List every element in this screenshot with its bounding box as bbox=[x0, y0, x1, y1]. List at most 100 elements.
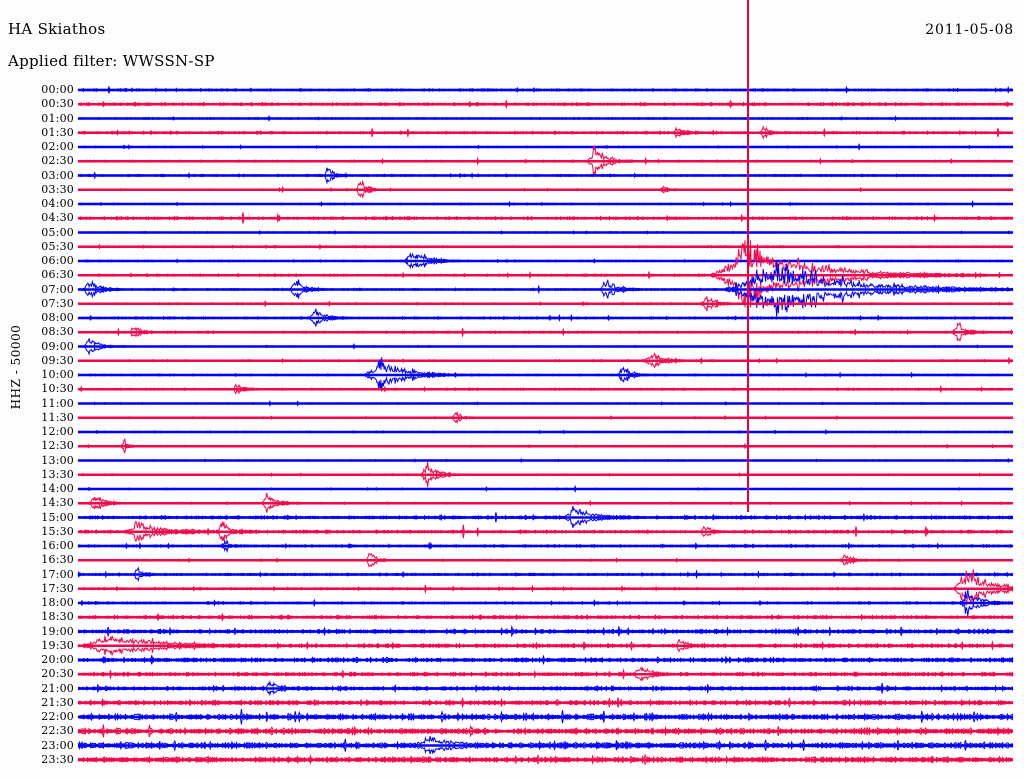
trace-row bbox=[77, 736, 1014, 755]
station-title: HA Skiathos bbox=[8, 20, 106, 38]
trace-row bbox=[77, 520, 1014, 543]
time-label: 01:30 bbox=[41, 125, 74, 139]
time-label: 00:00 bbox=[41, 83, 74, 96]
trace-row bbox=[77, 492, 1014, 513]
trace-row bbox=[77, 552, 1014, 568]
time-label: 00:30 bbox=[41, 97, 74, 111]
trace-row bbox=[77, 569, 1014, 607]
time-label: 20:30 bbox=[41, 667, 74, 681]
time-label: 06:00 bbox=[41, 254, 74, 267]
event-marker-line-header bbox=[747, 0, 749, 80]
trace-row bbox=[77, 167, 1014, 185]
time-label: 05:00 bbox=[41, 225, 74, 239]
time-label: 13:30 bbox=[41, 467, 74, 481]
trace-row bbox=[77, 229, 1014, 235]
trace-row bbox=[77, 252, 1014, 270]
trace-row bbox=[77, 654, 1014, 666]
seismogram-traces bbox=[77, 80, 1014, 766]
trace-row bbox=[77, 612, 1014, 622]
trace-row bbox=[77, 461, 1014, 488]
time-label: 11:30 bbox=[41, 410, 74, 424]
time-label: 08:00 bbox=[41, 311, 74, 324]
trace-row bbox=[77, 338, 1014, 356]
trace-row bbox=[77, 383, 1014, 395]
trace-row bbox=[77, 438, 1014, 454]
trace-row bbox=[77, 539, 1014, 554]
time-label: 19:00 bbox=[41, 624, 74, 638]
trace-row bbox=[77, 296, 1014, 313]
time-label: 21:00 bbox=[41, 681, 74, 695]
time-label: 07:30 bbox=[41, 296, 74, 310]
time-label: 07:00 bbox=[41, 282, 74, 296]
record-date: 2011-05-08 bbox=[925, 22, 1014, 38]
time-label: 11:00 bbox=[41, 396, 74, 410]
trace-row bbox=[77, 635, 1014, 657]
time-label: 19:30 bbox=[41, 638, 74, 652]
trace-row bbox=[77, 142, 1014, 151]
time-label: 21:30 bbox=[41, 695, 74, 709]
time-label: 03:30 bbox=[41, 182, 74, 196]
trace-row bbox=[77, 484, 1014, 493]
trace-row bbox=[77, 179, 1014, 199]
trace-row bbox=[77, 666, 1014, 682]
trace-row bbox=[77, 352, 1014, 369]
trace-row bbox=[77, 357, 1014, 392]
time-label: 01:00 bbox=[41, 111, 74, 125]
time-label: 17:30 bbox=[41, 581, 74, 595]
trace-row bbox=[77, 243, 1014, 250]
trace-row bbox=[77, 410, 1014, 425]
time-label: 09:00 bbox=[41, 339, 74, 353]
trace-row bbox=[77, 115, 1014, 122]
time-label: 08:30 bbox=[41, 325, 74, 339]
applied-filter-label: Applied filter: WWSSN-SP bbox=[8, 52, 215, 70]
time-label: 23:30 bbox=[41, 752, 74, 766]
time-label: 22:00 bbox=[41, 710, 74, 723]
trace-row bbox=[77, 212, 1014, 224]
time-label: 23:00 bbox=[41, 738, 74, 752]
trace-row bbox=[77, 457, 1014, 463]
time-label: 14:30 bbox=[41, 496, 74, 510]
time-label: 02:30 bbox=[41, 154, 74, 168]
trace-row bbox=[77, 145, 1014, 176]
time-label: 05:30 bbox=[41, 239, 74, 253]
trace-row bbox=[77, 566, 1014, 582]
time-label: 04:00 bbox=[41, 197, 74, 210]
trace-row bbox=[77, 708, 1014, 725]
time-label: 13:00 bbox=[41, 453, 74, 467]
trace-row bbox=[77, 624, 1014, 638]
time-label: 16:30 bbox=[41, 553, 74, 567]
time-label: 15:00 bbox=[41, 510, 74, 524]
time-label: 14:00 bbox=[41, 482, 74, 495]
trace-row bbox=[77, 588, 1014, 617]
trace-row bbox=[77, 724, 1014, 738]
time-label: 16:00 bbox=[41, 539, 74, 552]
time-label: 06:30 bbox=[41, 268, 74, 282]
trace-row bbox=[77, 260, 1014, 317]
trace-row bbox=[77, 696, 1014, 709]
time-label: 09:30 bbox=[41, 353, 74, 367]
trace-row bbox=[77, 85, 1014, 95]
time-label: 15:30 bbox=[41, 524, 74, 538]
trace-row bbox=[78, 99, 1014, 110]
time-label: 17:00 bbox=[41, 567, 74, 581]
helicorder-plot: 00:00 00:30 01:00 01:30 02:00 02:30 03:00 03:30… bbox=[0, 80, 1024, 780]
time-label: 10:30 bbox=[41, 382, 74, 396]
time-label: 02:00 bbox=[41, 140, 74, 153]
time-label: 18:30 bbox=[41, 610, 74, 624]
time-label: 12:00 bbox=[41, 425, 74, 438]
trace-row bbox=[77, 505, 1014, 529]
trace-row bbox=[77, 753, 1014, 766]
time-label: 03:00 bbox=[41, 168, 74, 182]
trace-row bbox=[78, 238, 1014, 309]
trace-row bbox=[77, 321, 1014, 342]
time-label: 10:00 bbox=[41, 368, 74, 381]
trace-row bbox=[77, 308, 1014, 327]
trace-row bbox=[77, 399, 1014, 407]
time-label: 12:30 bbox=[41, 439, 74, 453]
trace-row bbox=[77, 125, 1014, 140]
time-label: 20:00 bbox=[41, 653, 74, 666]
trace-row bbox=[77, 428, 1014, 435]
time-label: 18:00 bbox=[41, 596, 74, 609]
time-label: 04:30 bbox=[41, 211, 74, 225]
